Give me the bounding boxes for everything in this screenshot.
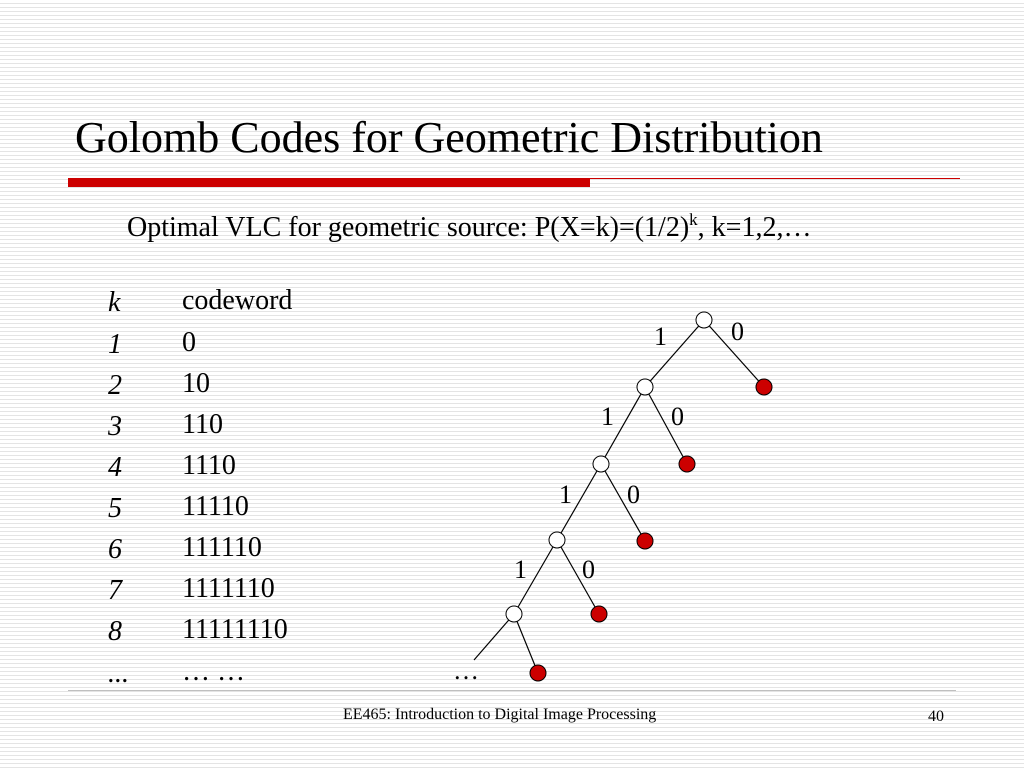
title-underline-thin <box>590 178 960 179</box>
table-row-k: 7 <box>108 575 122 606</box>
tree-ellipsis: … <box>453 656 479 685</box>
internal-node <box>695 311 713 329</box>
branch-label: 0 <box>627 480 640 509</box>
table-row-codeword: 11111110 <box>182 614 288 645</box>
leaf-node <box>636 532 654 550</box>
branch-label: 1 <box>654 322 667 351</box>
tree-edge <box>513 613 539 674</box>
tree-edge <box>703 319 765 388</box>
tree-edge <box>556 463 602 541</box>
internal-node <box>548 531 566 549</box>
leaf-node <box>755 378 773 396</box>
table-row-codeword: 0 <box>182 327 196 358</box>
tree-edge <box>600 463 646 542</box>
footer-rule <box>68 690 956 691</box>
subtitle-superscript: k <box>689 210 698 229</box>
leaf-node <box>678 455 696 473</box>
tree-edge <box>556 539 600 615</box>
tree-edge <box>473 613 515 661</box>
table-row-codeword: … … <box>182 656 245 687</box>
table-row-codeword: 1110 <box>182 450 236 481</box>
subtitle-tail: , k=1,2,… <box>697 212 812 243</box>
title-underline-thick <box>68 178 590 187</box>
table-header-k: k <box>108 287 121 318</box>
table-row-k: 3 <box>108 411 122 442</box>
table-row-k: 5 <box>108 493 122 524</box>
subtitle-main: Optimal VLC for geometric source: P(X=k)… <box>127 212 690 243</box>
tree-branch-labels: 1 0 1 0 1 0 1 0 … <box>453 317 744 685</box>
footer-course: EE465: Introduction to Digital Image Pro… <box>343 706 657 723</box>
leaf-node <box>529 664 547 682</box>
tree-edges <box>473 319 765 674</box>
branch-label: 1 <box>601 402 614 431</box>
page-number: 40 <box>928 708 944 725</box>
branch-label: 1 <box>514 555 527 584</box>
tree-edge <box>600 386 646 465</box>
tree-edge <box>644 386 688 465</box>
slide-title: Golomb Codes for Geometric Distribution <box>75 113 823 162</box>
table-row-k: 2 <box>108 370 122 401</box>
leaf-node <box>590 605 608 623</box>
tree-leaf-nodes <box>529 378 773 682</box>
table-row-codeword: 111110 <box>182 532 262 563</box>
internal-node <box>636 378 654 396</box>
table-row-k: ... <box>108 658 129 689</box>
branch-label: 0 <box>582 555 595 584</box>
subtitle: Optimal VLC for geometric source: P(X=k)… <box>127 210 812 244</box>
table-row-codeword: 10 <box>182 368 210 399</box>
table-row-k: 8 <box>108 616 122 647</box>
tree-internal-nodes <box>505 311 713 623</box>
internal-node <box>592 455 610 473</box>
table-row-codeword: 1111110 <box>182 573 275 604</box>
branch-label: 0 <box>671 402 684 431</box>
table-row-codeword: 11110 <box>182 491 249 522</box>
table-row-k: 4 <box>108 452 122 483</box>
tree-edge <box>644 319 705 388</box>
table-row-k: 1 <box>108 329 122 360</box>
branch-label: 1 <box>559 480 572 509</box>
internal-node <box>505 605 523 623</box>
table-row-k: 6 <box>108 534 122 565</box>
table-header-codeword: codeword <box>182 285 293 316</box>
tree-edge <box>513 539 558 615</box>
branch-label: 0 <box>731 317 744 346</box>
table-row-codeword: 110 <box>182 409 223 440</box>
